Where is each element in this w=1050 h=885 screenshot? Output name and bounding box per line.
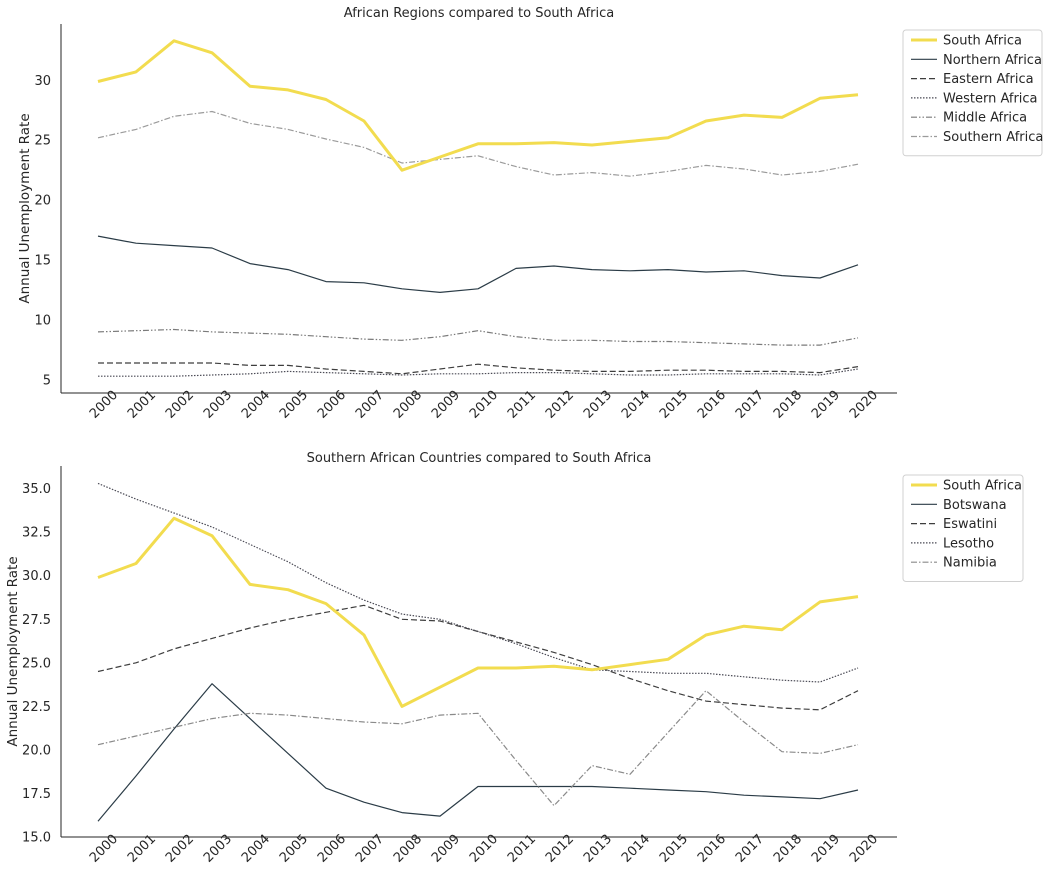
series-line-lesotho [97, 482, 859, 683]
legend-label: Eastern Africa [943, 72, 1034, 87]
series-line-eswatini [97, 604, 859, 711]
y-tick-label: 20.0 [22, 743, 51, 758]
y-axis-label: Annual Unemployment Rate [17, 113, 33, 303]
series-line-middle-africa [97, 328, 859, 346]
y-tick-label: 17.5 [22, 787, 51, 802]
y-tick-label: 35.0 [22, 482, 51, 497]
y-tick-label: 10 [34, 313, 51, 328]
series-line-eastern-africa [98, 362, 859, 375]
chart-panel-2 [60, 466, 897, 838]
series-line-southern-africa [97, 110, 859, 177]
legend-box [902, 474, 1024, 582]
chart-title: Southern African Countries compared to S… [307, 451, 652, 466]
y-tick-label: 5 [43, 373, 51, 388]
legend-box [902, 29, 1043, 157]
series-line-western-africa [98, 368, 859, 377]
y-tick-label: 22.5 [22, 700, 51, 715]
legend-label: Namibia [943, 556, 997, 571]
series-line-south-africa [97, 39, 859, 172]
legend-label: Eswatini [943, 517, 997, 532]
legend-label: South Africa [943, 479, 1022, 494]
y-tick-label: 25.0 [22, 656, 51, 671]
y-axis-label: Annual Unemployment Rate [5, 556, 21, 746]
legend-label: Middle Africa [943, 111, 1027, 126]
legend-label: Lesotho [943, 536, 994, 551]
legend-label: Northern Africa [943, 53, 1042, 68]
y-tick-label: 25 [34, 134, 51, 149]
y-tick-label: 30 [34, 74, 51, 89]
y-tick-label: 15.0 [22, 831, 51, 846]
chart-panel-1 [60, 24, 897, 394]
legend-label: South Africa [943, 34, 1022, 49]
y-tick-label: 20 [34, 194, 51, 209]
legend-label: Western Africa [943, 91, 1038, 106]
series-line-south-africa [97, 516, 859, 708]
legend-label: Botswana [943, 498, 1007, 513]
legend-label: Southern Africa [943, 130, 1043, 145]
y-tick-label: 32.5 [22, 526, 51, 541]
series-line-namibia [97, 690, 859, 807]
y-tick-label: 27.5 [22, 613, 51, 628]
chart-title: African Regions compared to South Africa [344, 6, 614, 21]
series-line-northern-africa [97, 235, 859, 293]
y-tick-label: 15 [34, 254, 51, 269]
y-tick-label: 30.0 [22, 569, 51, 584]
series-line-botswana [97, 683, 859, 822]
